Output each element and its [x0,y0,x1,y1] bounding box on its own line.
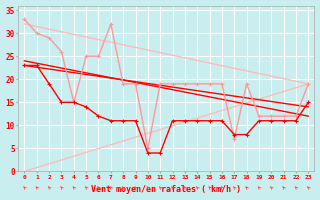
X-axis label: Vent moyen/en rafales ( km/h ): Vent moyen/en rafales ( km/h ) [92,185,241,194]
